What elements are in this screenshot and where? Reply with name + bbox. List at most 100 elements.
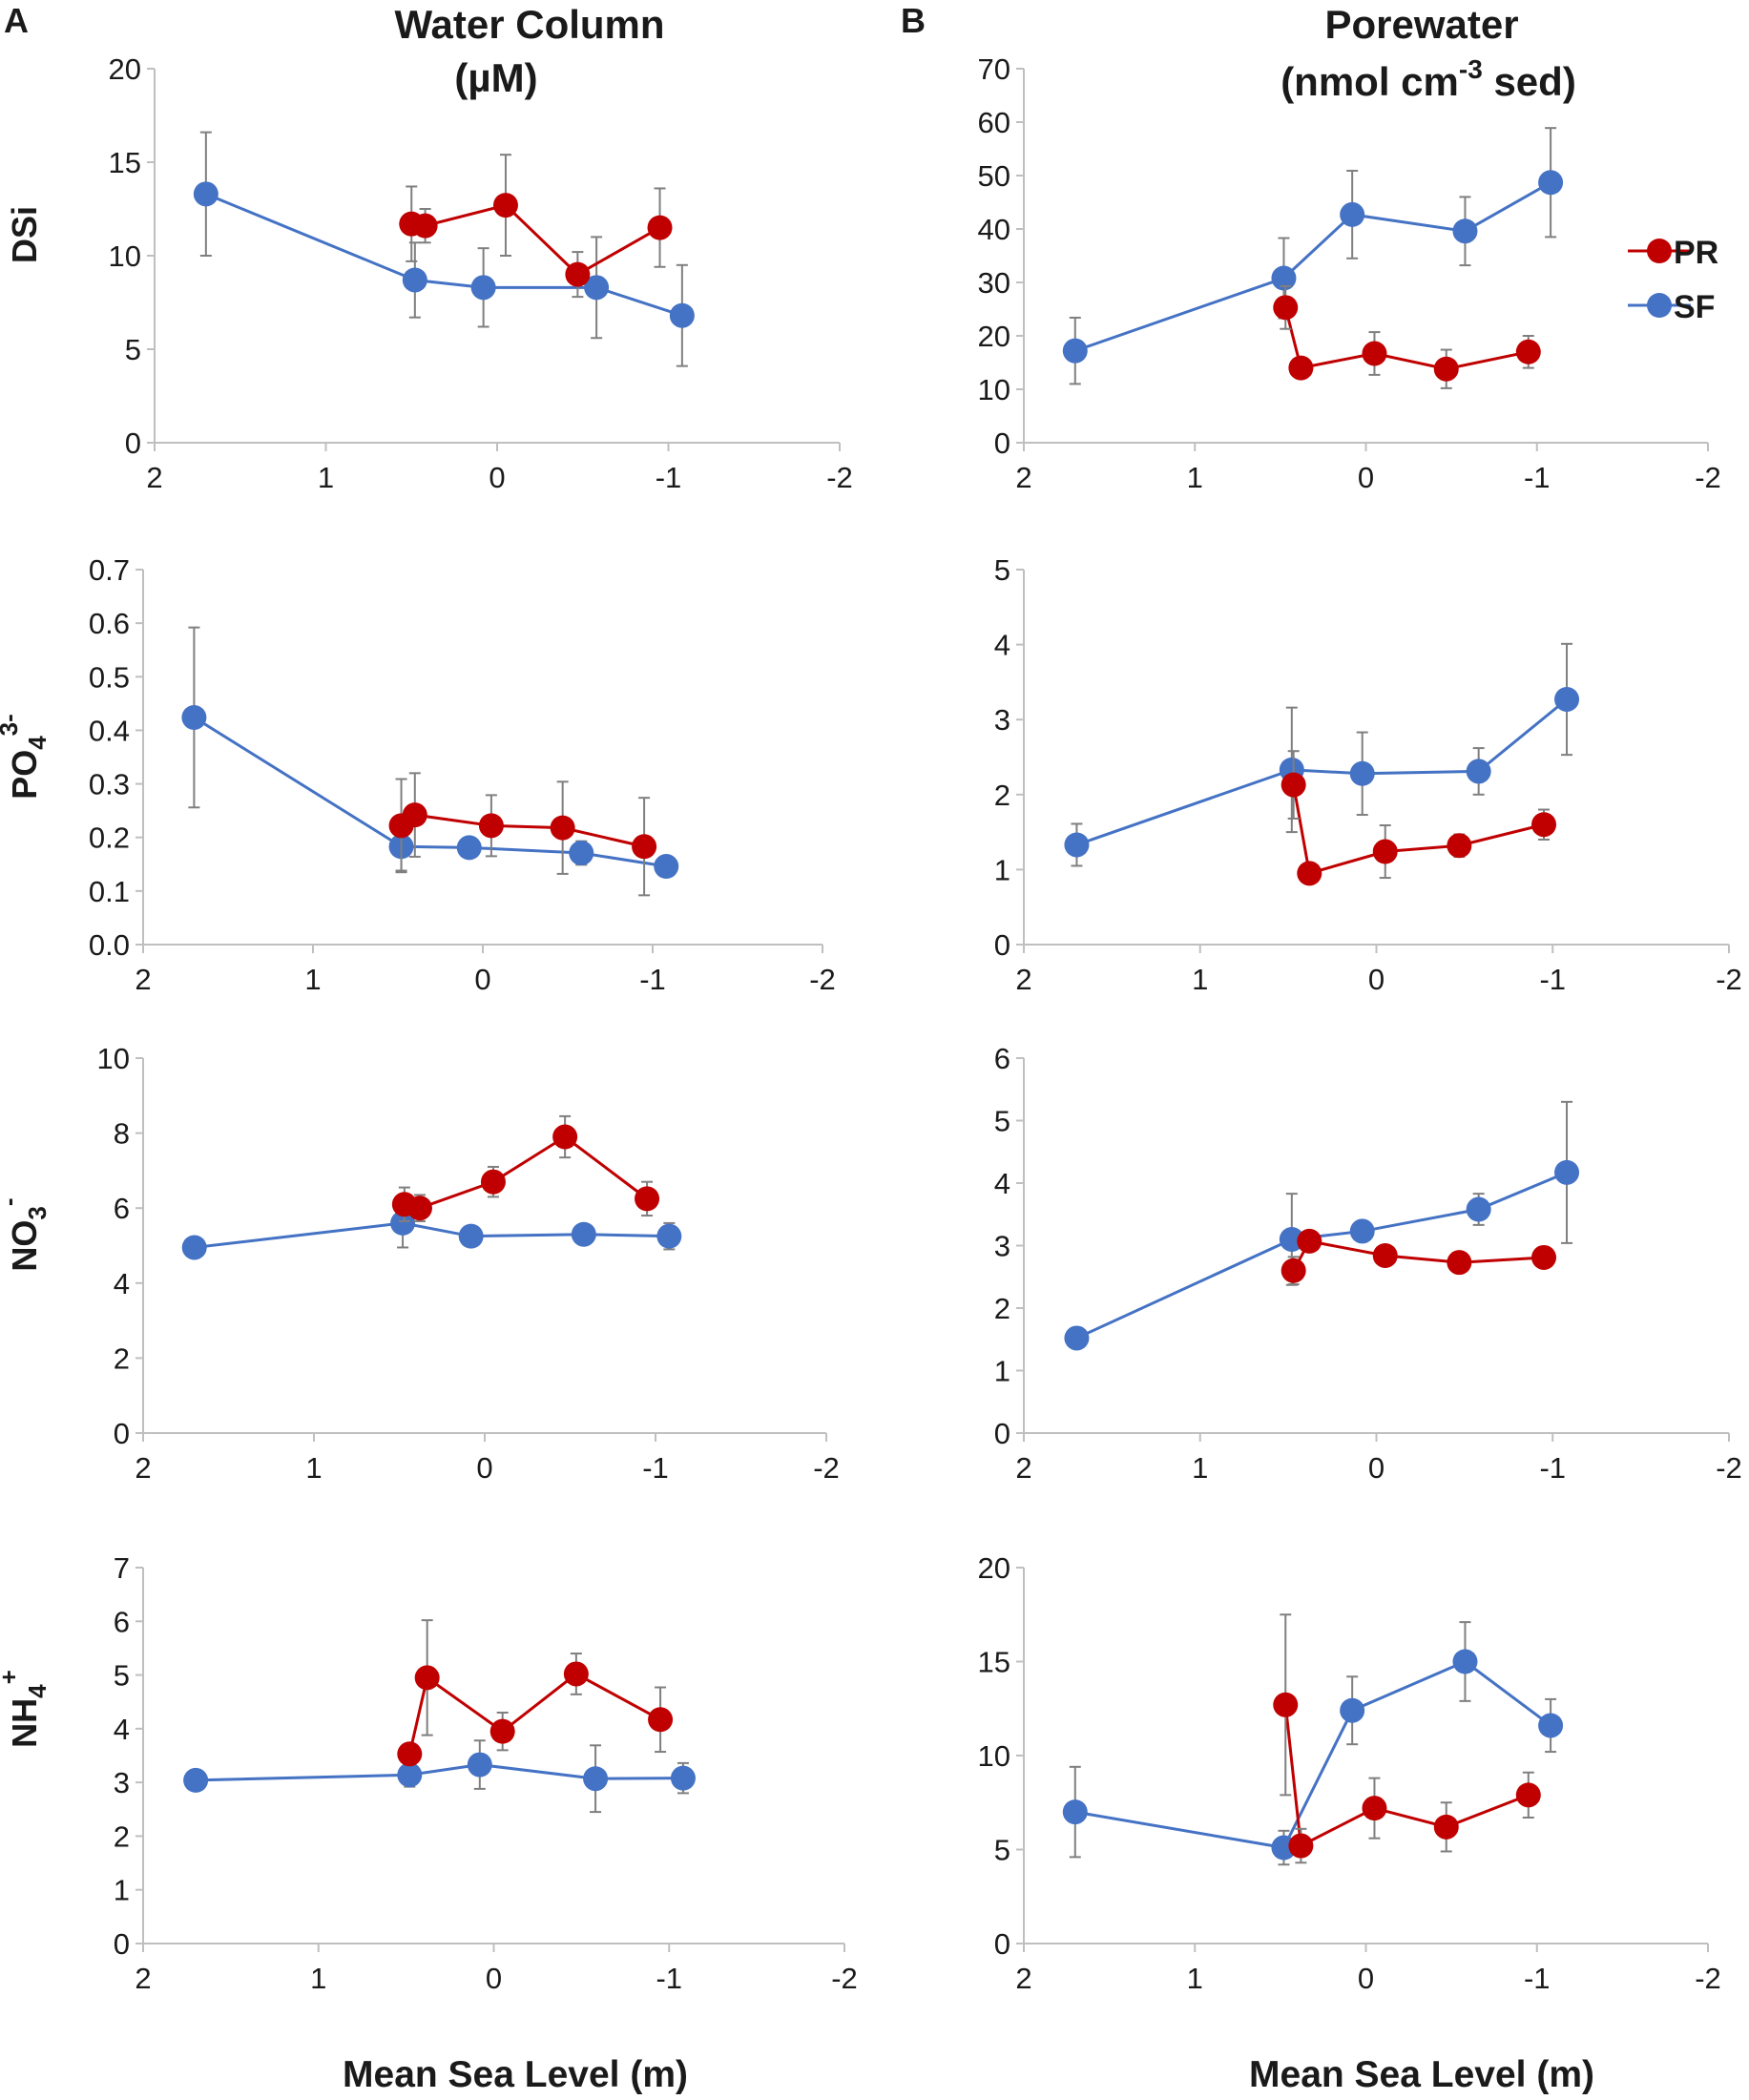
y-tick-label: 0.2 [89, 821, 130, 855]
panel-a-label: A [4, 1, 29, 40]
series-line-pr [407, 1672, 661, 1755]
data-point-pr [1433, 356, 1459, 382]
data-point-pr [1531, 812, 1557, 838]
data-point-pr [1433, 1814, 1459, 1840]
data-point-pr [1372, 1242, 1398, 1268]
data-point-sf [1349, 760, 1375, 786]
data-point-pr [1362, 341, 1387, 366]
data-point-sf [584, 275, 610, 301]
y-tick-label: 0.3 [89, 768, 130, 801]
data-point-pr [406, 1196, 432, 1221]
x-tick-label: 2 [135, 963, 151, 996]
x-tick-label: 1 [1192, 1451, 1208, 1485]
y-tick-label: 2 [114, 1819, 130, 1853]
data-point-sf [1340, 201, 1365, 227]
panel-a-title-line2: (µM) [454, 55, 537, 100]
y-tick-label: 8 [114, 1117, 130, 1151]
series-line-sf [194, 1221, 670, 1249]
data-point-sf [181, 704, 207, 730]
x-axis-title-b: Mean Sea Level (m) [1249, 2054, 1594, 2095]
y-tick-label: 7 [114, 1551, 130, 1585]
x-tick-label: -1 [642, 1451, 669, 1485]
y-tick-label: 1 [994, 1355, 1010, 1388]
data-point-pr [1273, 1692, 1299, 1717]
x-tick-label: 1 [304, 963, 321, 996]
x-tick-label: -2 [1716, 963, 1742, 996]
data-point-sf [390, 1210, 416, 1236]
x-tick-label: -1 [656, 1962, 682, 1995]
y-tick-label: 0.1 [89, 875, 130, 908]
y-tick-label: 50 [978, 159, 1010, 193]
data-point-pr [632, 834, 657, 860]
y-tick-label: 2 [994, 779, 1010, 812]
data-point-pr [552, 1124, 578, 1150]
series-line-pr [1292, 784, 1545, 876]
data-point-sf [1538, 1713, 1564, 1738]
data-point-sf [1062, 1799, 1088, 1825]
data-point-sf [183, 1767, 209, 1793]
y-tick-label: 0 [125, 426, 141, 460]
x-tick-label: 1 [318, 461, 334, 494]
y-tick-label: 60 [978, 106, 1010, 139]
data-point-pr [489, 1718, 515, 1744]
series-line-sf [196, 1763, 683, 1782]
data-point-sf [1554, 1159, 1580, 1185]
y-tick-label: 3 [994, 1230, 1010, 1263]
y-tick-label: 0 [994, 1927, 1010, 1961]
x-tick-label: 1 [310, 1962, 326, 1995]
x-tick-label: 2 [146, 461, 162, 494]
data-point-sf [1271, 265, 1297, 291]
data-point-pr [1515, 1782, 1541, 1808]
x-tick-label: 0 [489, 461, 505, 494]
data-point-sf [569, 840, 594, 865]
x-tick-label: 0 [1358, 1962, 1374, 1995]
x-tick-label: 2 [135, 1962, 151, 1995]
data-point-pr [480, 1169, 506, 1195]
x-tick-label: 0 [1368, 1451, 1385, 1485]
data-point-sf [571, 1221, 596, 1247]
data-point-sf [181, 1235, 207, 1260]
y-tick-label: 10 [109, 239, 141, 273]
data-point-sf [583, 1766, 609, 1792]
data-point-pr [414, 1665, 440, 1691]
data-point-sf [670, 1765, 696, 1791]
y-tick-label: 0 [994, 928, 1010, 962]
data-point-pr [565, 261, 591, 287]
x-tick-label: -1 [639, 963, 666, 996]
data-point-pr [1362, 1796, 1387, 1821]
y-tick-label: 3 [994, 703, 1010, 737]
data-point-pr [550, 815, 575, 841]
y-tick-label: 4 [114, 1267, 130, 1300]
panel-b-title-unit: (nmol cm [1281, 59, 1459, 104]
x-tick-label: -2 [826, 461, 853, 494]
data-point-pr [1297, 861, 1322, 886]
x-tick-label: 2 [1015, 461, 1031, 494]
x-tick-label: -2 [1716, 1451, 1742, 1485]
y-tick-label: 1 [114, 1874, 130, 1907]
data-point-sf [1452, 1649, 1478, 1674]
data-point-sf [1340, 1697, 1365, 1723]
x-tick-label: -1 [1524, 461, 1551, 494]
x-tick-label: 2 [1015, 1451, 1031, 1485]
data-point-pr [1273, 295, 1299, 321]
x-tick-label: -2 [1695, 461, 1721, 494]
x-tick-label: -1 [656, 461, 682, 494]
panel-b-label: B [901, 1, 926, 40]
x-tick-label: 0 [476, 1451, 492, 1485]
x-tick-label: 1 [1187, 461, 1203, 494]
x-axis-title-a: Mean Sea Level (m) [343, 2054, 688, 2095]
series-line-pr [404, 1134, 648, 1210]
row-label-nh4: NH4+ [0, 1670, 52, 1748]
data-point-sf [456, 835, 482, 861]
data-point-pr [412, 213, 438, 239]
panel-b-title-line1: Porewater [1324, 2, 1518, 47]
data-point-sf [654, 854, 679, 880]
x-tick-label: 0 [1358, 461, 1374, 494]
x-tick-label: -1 [1539, 1451, 1566, 1485]
data-point-pr [647, 215, 673, 240]
y-tick-label: 10 [978, 373, 1010, 406]
legend-sf-label: SF [1674, 289, 1715, 325]
